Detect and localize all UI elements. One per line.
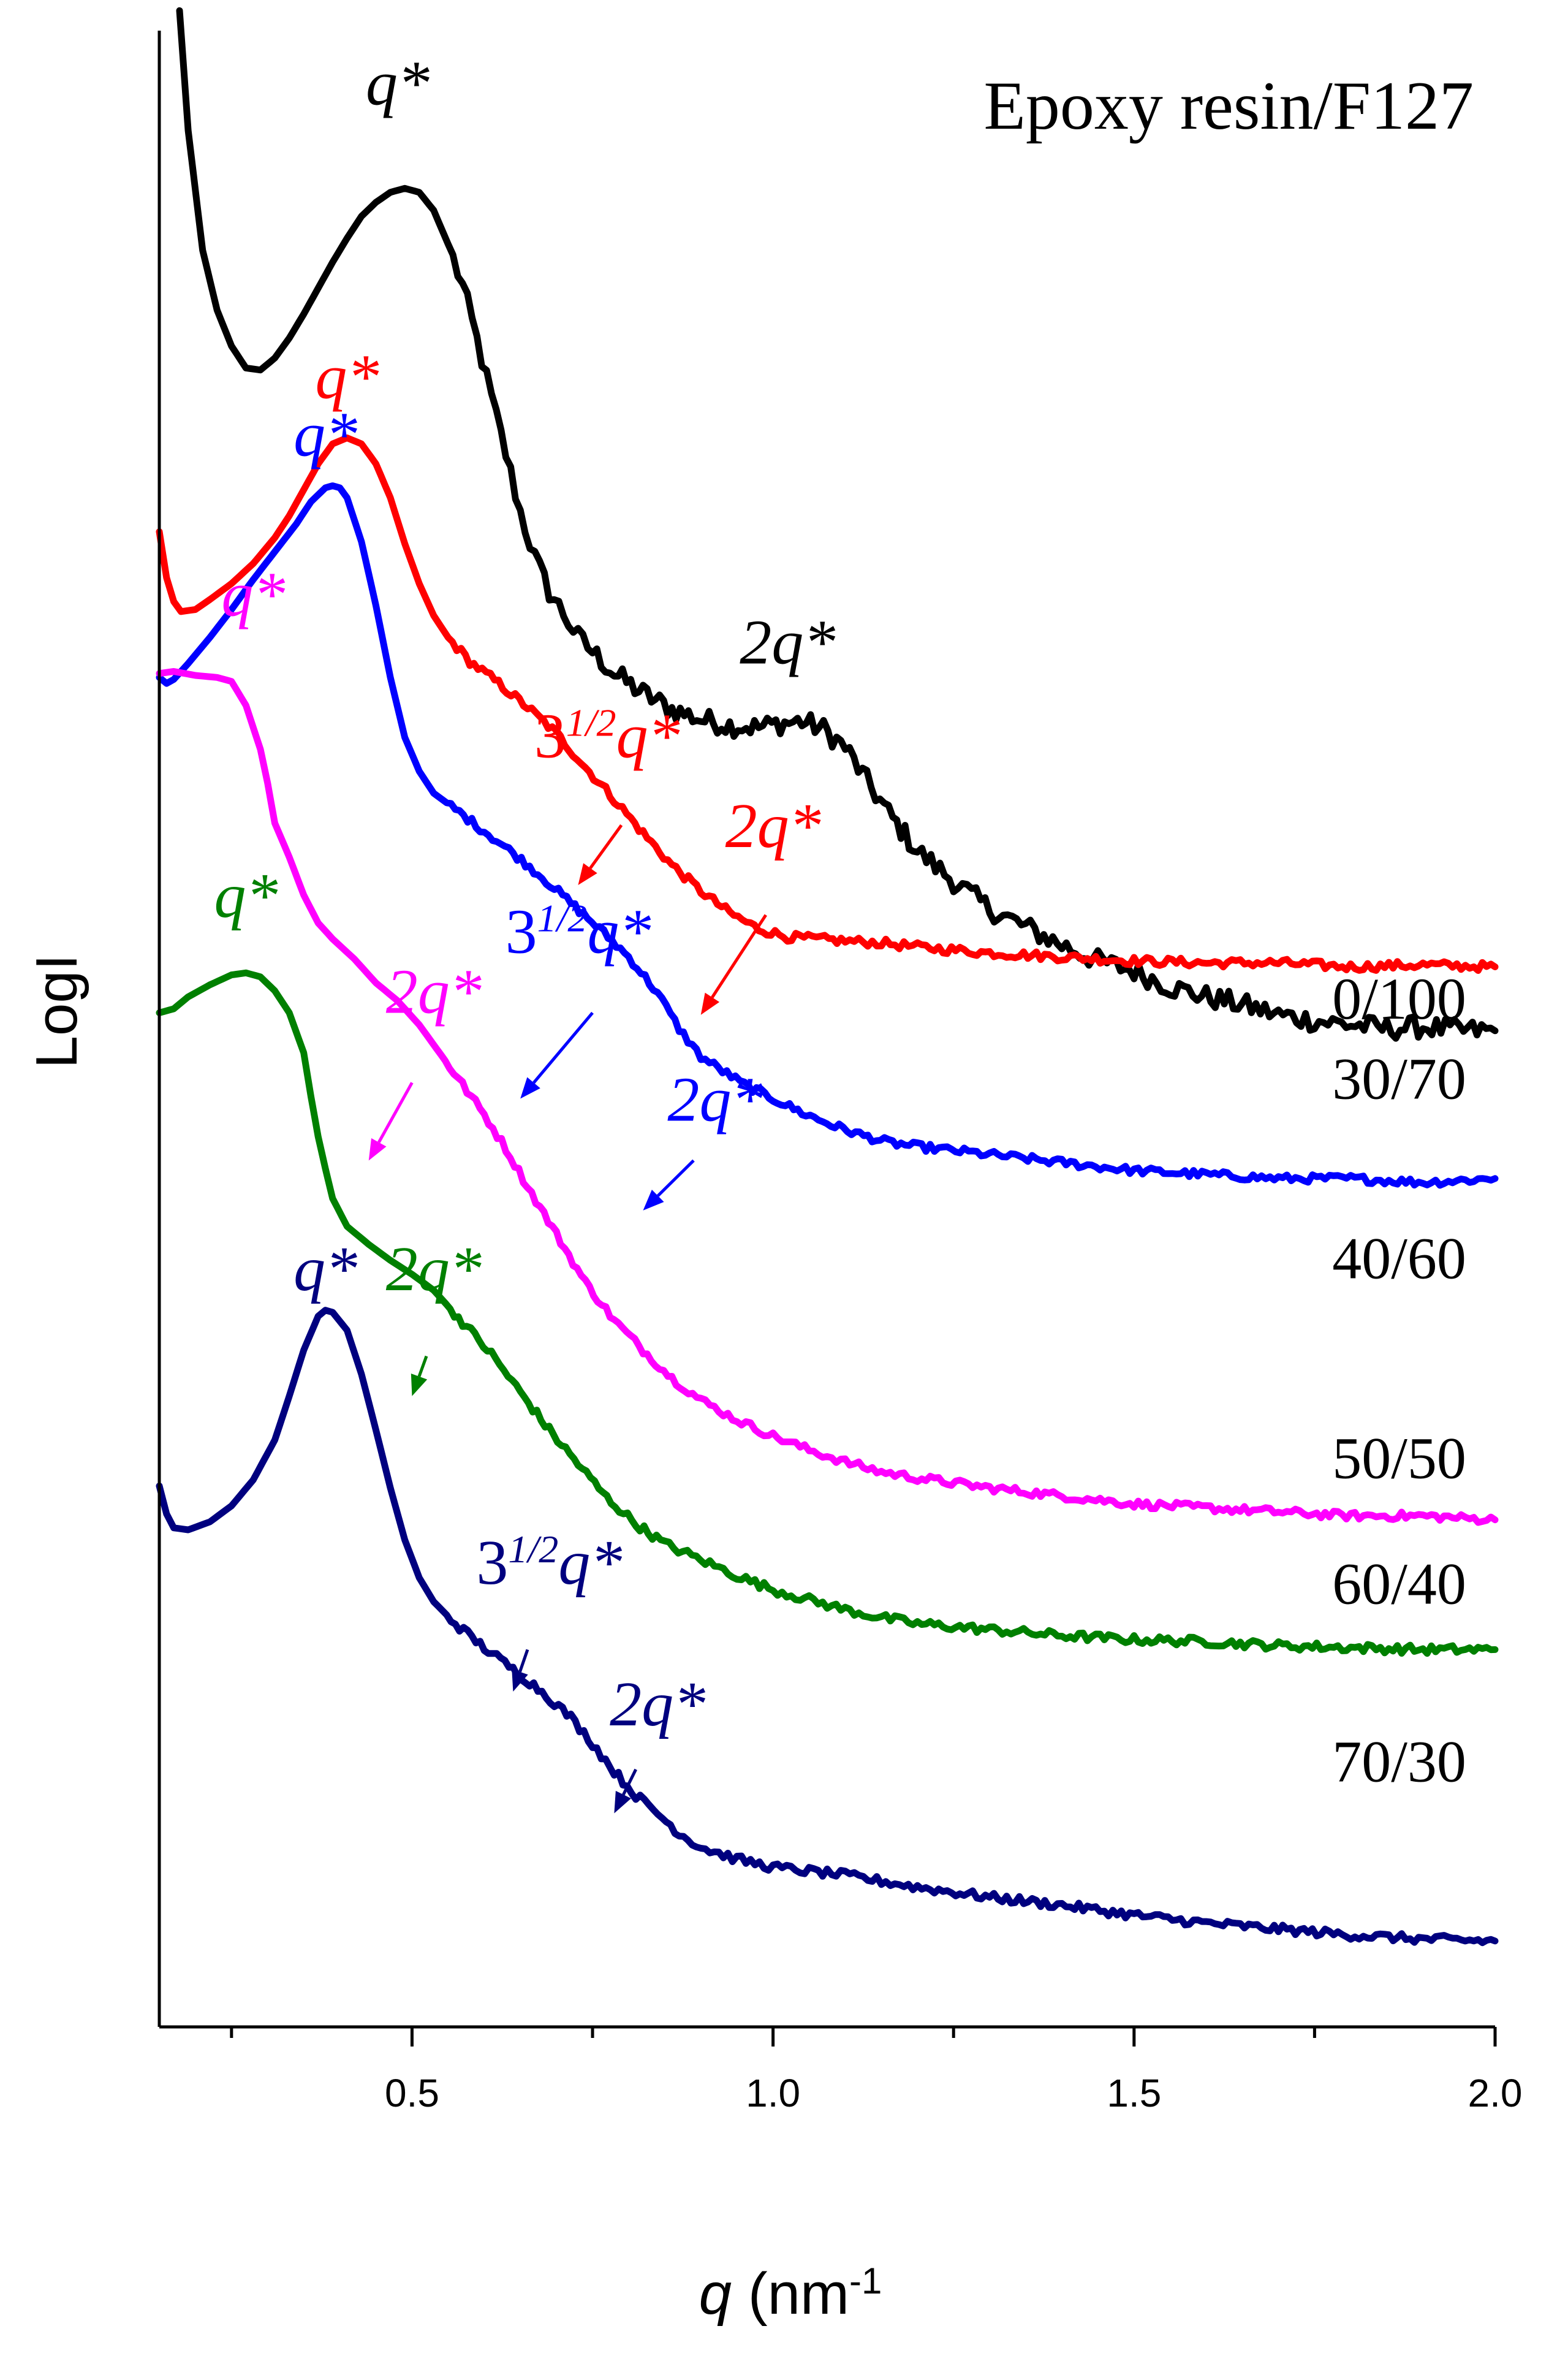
annotation-arrow-head: [578, 863, 597, 885]
annotation-arrow-line: [417, 1355, 428, 1377]
series-label: 0/100: [1332, 966, 1466, 1032]
series-line-0-100: [176, 7, 1499, 1042]
peak-label: q*: [294, 1234, 357, 1304]
peak-label: q*: [221, 559, 285, 629]
peak-label-exponent: 1/2: [566, 701, 616, 744]
series-label: 50/50: [1332, 1425, 1466, 1491]
peak-label: q*: [294, 400, 357, 470]
annotation-arrow-head: [512, 1669, 528, 1692]
peak-label: q*: [214, 861, 278, 931]
peak-label-q: 2q*: [386, 1234, 482, 1304]
annotation-arrow-line: [622, 1768, 637, 1796]
peak-label-exponent: 1/2: [508, 1527, 558, 1570]
series-label: 60/40: [1332, 1551, 1466, 1617]
series-line-50-50: [156, 668, 1499, 1526]
peak-label-base: 3: [476, 1527, 508, 1598]
peak-label: 31/2q*: [506, 896, 651, 967]
peak-label-q: 2q*: [386, 956, 482, 1027]
peak-label: 2q*: [610, 1669, 705, 1739]
peak-label-q: 2q*: [725, 791, 821, 861]
chart-title: Epoxy resin/F127: [983, 68, 1474, 144]
series-line-30-70: [156, 434, 1499, 974]
x-ticks: 0.5 1.0 1.5 2.0: [230, 2027, 1523, 2115]
peak-label: 31/2q*: [476, 1527, 622, 1598]
peak-label-q: q*: [616, 701, 680, 772]
peak-label-q: q*: [221, 559, 285, 629]
peak-label: q*: [315, 341, 379, 412]
peak-label-q: q*: [294, 1234, 357, 1304]
peak-label: q*: [366, 48, 430, 119]
series-line-60-40: [156, 969, 1499, 1657]
annotation-arrow-head: [520, 1077, 540, 1099]
peak-label: 2q*: [667, 1064, 763, 1134]
peak-label-q: q*: [214, 861, 278, 931]
x-tick-label: 2.0: [1468, 2071, 1523, 2115]
plot-area: [156, 7, 1499, 1947]
peak-label-q: 2q*: [610, 1669, 705, 1739]
annotation-arrow-head: [411, 1374, 428, 1396]
annotation-arrow-head: [368, 1138, 387, 1161]
x-axis-label-unit: (nm: [732, 2261, 849, 2327]
peak-label-exponent: 1/2: [537, 896, 588, 940]
annotation-arrow-line: [656, 1159, 695, 1197]
peak-label: 31/2q*: [534, 701, 680, 772]
peak-annotations: q*2q*q*31/2q*2q*q*31/2q*2q*q*2q*q*2q*q*3…: [214, 48, 835, 1814]
peak-label-q: q*: [558, 1527, 622, 1598]
x-axis-label-var: q: [699, 2261, 732, 2327]
annotation-arrow-head: [643, 1190, 664, 1211]
x-axis-label: q (nm-1: [699, 2260, 882, 2327]
annotation-arrow-line: [532, 1011, 594, 1084]
annotation-arrow-head: [614, 1790, 631, 1814]
series-label: 70/30: [1332, 1728, 1466, 1794]
peak-label-q: q*: [315, 341, 379, 412]
peak-label-q: q*: [294, 400, 357, 470]
annotation-arrow-line: [711, 914, 767, 998]
peak-label-q: q*: [366, 48, 430, 119]
peak-label-base: 3: [534, 701, 566, 772]
annotation-arrow-line: [518, 1649, 529, 1673]
peak-label: 2q*: [725, 791, 821, 861]
annotation-arrow-line: [377, 1082, 414, 1143]
x-tick-label: 1.0: [746, 2071, 800, 2115]
peak-label-q: 2q*: [667, 1064, 763, 1134]
peak-label-q: 2q*: [740, 607, 835, 677]
peak-label-base: 3: [506, 897, 537, 967]
peak-label: 2q*: [386, 1234, 482, 1304]
annotation-arrow-line: [589, 824, 623, 869]
x-tick-label: 1.5: [1107, 2071, 1161, 2115]
peak-label: 2q*: [740, 607, 835, 677]
peak-label: 2q*: [386, 956, 482, 1027]
series-label: 40/60: [1332, 1226, 1466, 1291]
x-axis-label-exp: -1: [849, 2260, 882, 2301]
y-axis-label: LogI: [24, 954, 89, 1069]
x-tick-label: 0.5: [385, 2071, 439, 2115]
annotation-arrow-head: [700, 992, 720, 1015]
series-label: 30/70: [1332, 1046, 1466, 1111]
series-labels: 0/100 30/70 40/60 50/50 60/40 70/30: [1332, 966, 1466, 1794]
series-line-40-60: [156, 482, 1499, 1189]
peak-label-q: q*: [587, 897, 651, 967]
series-line-70-30: [156, 1307, 1499, 1947]
